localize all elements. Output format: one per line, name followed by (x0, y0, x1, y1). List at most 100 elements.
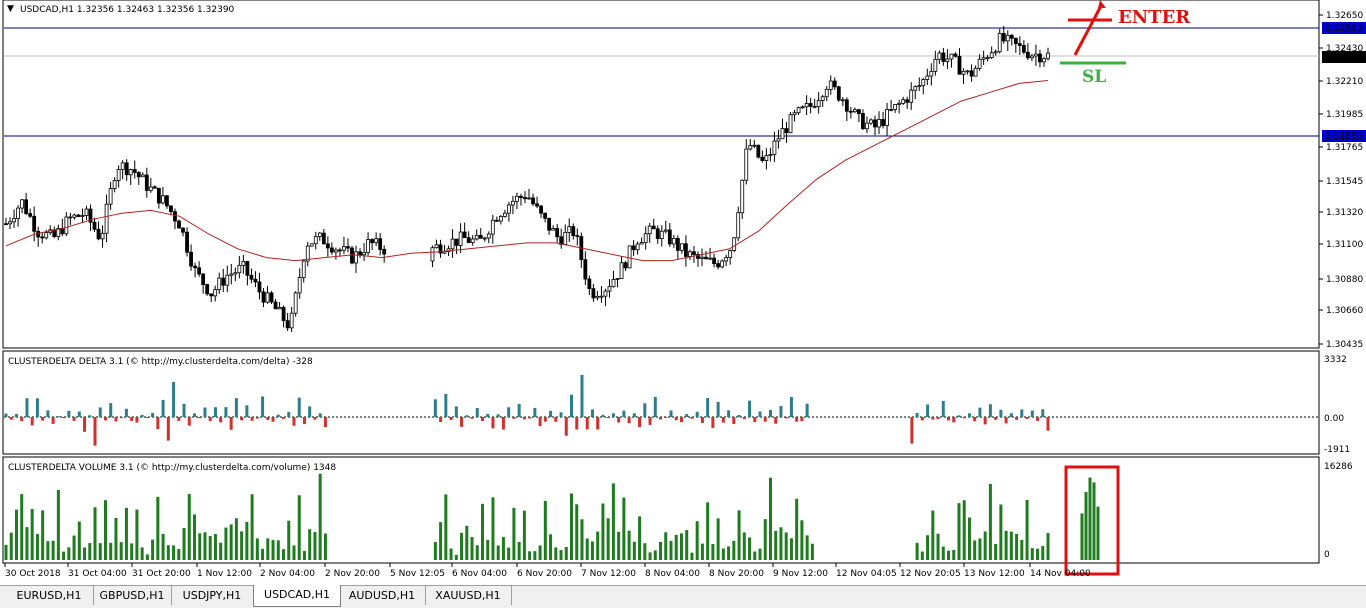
volume-highlight-box (1064, 465, 1120, 576)
delta-bar-negative (282, 417, 286, 419)
candle-body (889, 109, 893, 111)
candle-body (490, 219, 495, 235)
volume-bar (41, 510, 45, 560)
volume-bar-highlighted (1080, 513, 1084, 560)
enter-arrow-head-icon (1098, 0, 1106, 8)
tab-usdcad-h1[interactable]: USDCAD,H1 (253, 585, 341, 607)
delta-bar-positive (297, 397, 301, 417)
volume-bar (1009, 531, 1013, 560)
candle-body (635, 243, 640, 251)
candle-body (567, 226, 572, 233)
stop-loss-annotation[interactable]: SL (1060, 61, 1126, 87)
candle-body (366, 239, 370, 254)
candle-body (591, 288, 596, 299)
delta-bar-positive (967, 413, 971, 417)
candle-body (253, 278, 258, 283)
volume-bar (617, 531, 621, 560)
candle-body (498, 216, 503, 222)
delta-bar-negative (51, 417, 55, 424)
candle-body (454, 238, 459, 246)
delta-bar-negative (292, 417, 296, 426)
candle-body (1046, 52, 1050, 60)
candle-body (177, 220, 181, 229)
tab-eurusd-h1[interactable]: EURUSD,H1 (5, 586, 94, 605)
candle-body (844, 99, 849, 112)
tab-gbpusd-h1[interactable]: GBPUSD,H1 (93, 586, 172, 605)
candle-body (20, 199, 24, 209)
candle-body (671, 238, 676, 245)
volume-bar (465, 525, 469, 560)
volume-bar (779, 527, 783, 560)
candle-body (519, 195, 523, 198)
volume-bar (261, 548, 265, 560)
delta-histogram (4, 374, 1050, 446)
enter-annotation[interactable]: ENTER (1068, 0, 1191, 56)
candle-body (989, 52, 994, 59)
volume-bar (4, 544, 8, 560)
candle-body (466, 237, 471, 244)
main-price-panel[interactable] (2, 0, 1320, 349)
candle-body (321, 232, 326, 245)
volume-bar (140, 547, 144, 560)
delta-bar-negative (554, 417, 558, 422)
volume-bar (643, 543, 647, 560)
volume-bar (926, 535, 930, 560)
delta-bar-positive (1030, 410, 1034, 417)
candle-body (346, 246, 350, 249)
delta-bar-negative (528, 417, 532, 419)
volume-bar (323, 533, 327, 560)
delta-bar-positive (486, 413, 490, 417)
delta-bar-positive (318, 413, 322, 417)
delta-bar-positive (737, 414, 741, 417)
candle-body (571, 226, 576, 236)
candle-body (800, 106, 805, 109)
tab-xauusd-h1[interactable]: XAUUSD,H1 (425, 586, 512, 605)
candle-body (237, 264, 242, 274)
delta-bar-positive (433, 399, 437, 417)
candle-body (804, 103, 809, 108)
candle-body (221, 277, 226, 286)
tab-usdjpy-h1[interactable]: USDJPY,H1 (171, 586, 254, 605)
candle-body (132, 169, 137, 173)
collapse-arrow-icon[interactable]: ▼ (7, 4, 14, 14)
delta-bar-positive (926, 404, 930, 417)
chart-canvas[interactable]: ▼ USDCAD,H1 1.32356 1.32463 1.32356 1.32… (0, 0, 1366, 585)
delta-panel[interactable] (2, 350, 1320, 455)
volume-bar (784, 532, 788, 560)
candle-body (478, 235, 483, 239)
delta-bar-negative (648, 417, 652, 425)
delta-bar-positive (988, 404, 992, 417)
delta-bar-positive (224, 407, 228, 417)
tab-audusd-h1[interactable]: AUDUSD,H1 (339, 586, 426, 605)
candle-body (832, 80, 837, 88)
candle-body (1030, 55, 1034, 59)
candle-body (32, 215, 37, 232)
delta-bar-positive (203, 407, 207, 417)
price-tick-label: 1.31100 (1326, 240, 1363, 250)
candle-body (619, 262, 624, 279)
candle-body (647, 225, 652, 235)
volume-bar (77, 521, 81, 560)
candle-body (961, 70, 966, 75)
candle-body (64, 216, 69, 235)
volume-bar (187, 494, 191, 560)
volume-bar (224, 527, 228, 560)
delta-bar-positive (308, 406, 312, 417)
candle-body (374, 238, 379, 244)
candle-body (563, 231, 568, 245)
candle-body (724, 257, 729, 262)
delta-bar-negative (62, 417, 66, 419)
volume-bar (810, 543, 814, 560)
candle-body (217, 277, 222, 290)
current-price-marker (1322, 51, 1366, 63)
candle-body (720, 260, 725, 268)
candle-body (655, 228, 660, 240)
upper-price-marker (1322, 22, 1366, 34)
candle-body (599, 295, 604, 298)
candle-body (185, 231, 189, 253)
time-tick-label: 5 Nov 12:05 (390, 569, 445, 579)
volume-bar (208, 536, 212, 560)
delta-bar-negative (449, 417, 453, 421)
delta-bar-negative (763, 417, 767, 422)
volume-bar (62, 551, 66, 560)
